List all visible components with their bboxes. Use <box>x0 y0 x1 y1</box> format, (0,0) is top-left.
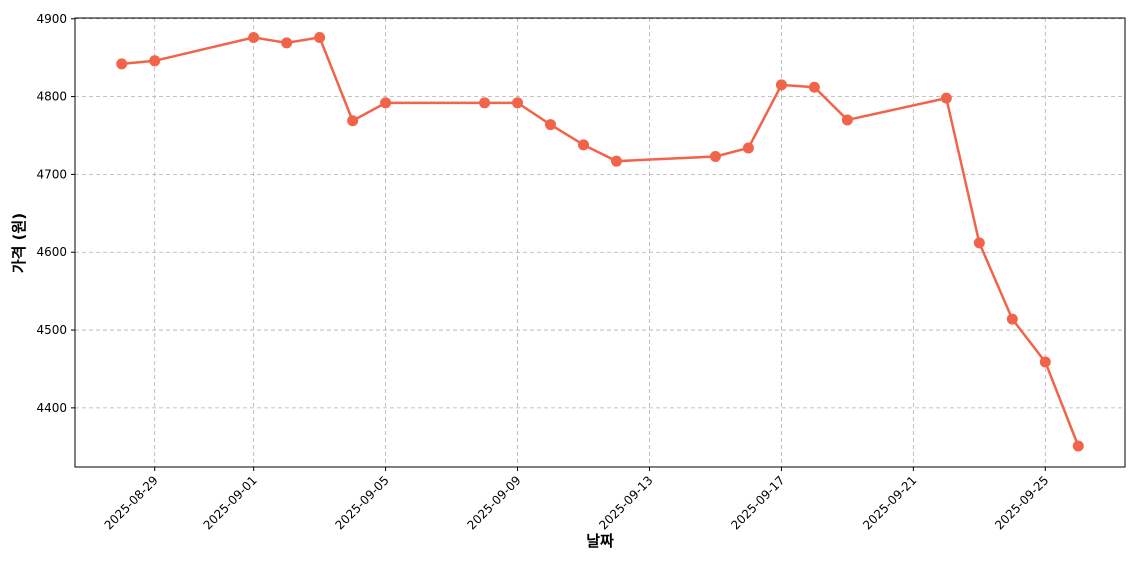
point <box>149 55 161 67</box>
point <box>1006 313 1018 325</box>
y-tick-label: 4400 <box>36 401 67 415</box>
x-tick-label: 2025-09-21 <box>860 473 919 532</box>
point <box>841 114 853 126</box>
line <box>121 36 1080 447</box>
x-axis-label: 날짜 <box>586 532 614 550</box>
x-tick-label: 2025-09-13 <box>596 473 655 532</box>
point <box>479 97 491 109</box>
x-tick-label: 2025-09-09 <box>464 473 523 532</box>
y-axis-label: 가격 (원) <box>10 213 28 273</box>
y-tick-label: 4800 <box>36 90 67 104</box>
point <box>578 139 590 151</box>
y-tick-label: 4900 <box>36 12 67 26</box>
point <box>380 97 392 109</box>
y-tick-label: 4500 <box>36 323 67 337</box>
point <box>116 58 128 70</box>
point <box>610 155 622 167</box>
point <box>512 97 524 109</box>
point <box>545 119 557 131</box>
point <box>808 81 820 93</box>
point <box>1072 440 1084 452</box>
y-tick-label: 4700 <box>36 167 67 181</box>
point <box>973 237 985 249</box>
point <box>314 31 326 43</box>
point <box>742 142 754 154</box>
x-tick-label: 2025-09-25 <box>992 473 1051 532</box>
point <box>281 37 293 49</box>
x-tick-label: 2025-09-17 <box>728 473 787 532</box>
plot-frame <box>74 17 1126 468</box>
point <box>248 31 260 43</box>
point <box>775 79 787 91</box>
x-tick-label: 2025-09-05 <box>333 473 392 532</box>
point <box>940 92 952 104</box>
point <box>709 151 721 163</box>
y-tick-label: 4600 <box>36 245 67 259</box>
x-tick-label: 2025-09-01 <box>201 473 260 532</box>
point <box>347 115 359 127</box>
point <box>1039 356 1051 368</box>
x-tick-label: 2025-08-29 <box>102 473 161 532</box>
